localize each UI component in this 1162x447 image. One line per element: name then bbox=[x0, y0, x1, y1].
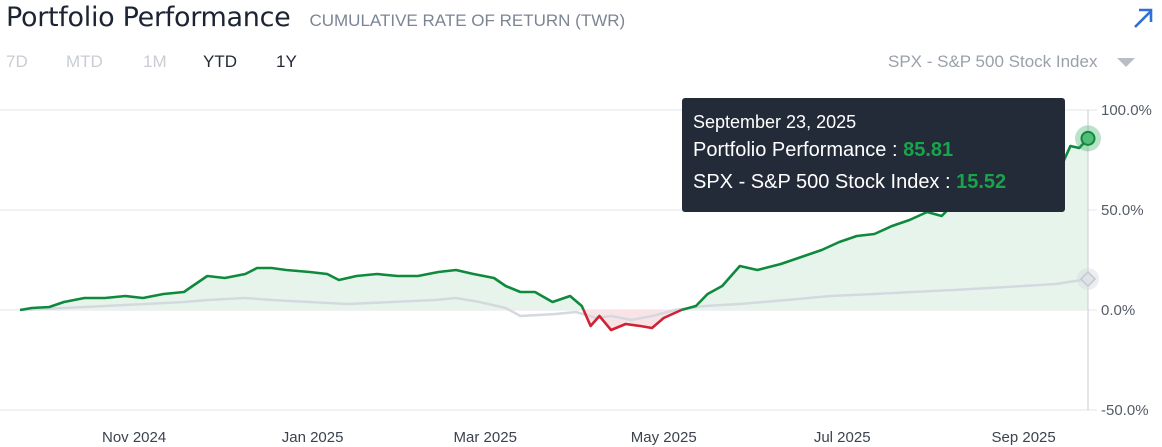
range-mtd-button[interactable]: MTD bbox=[66, 52, 103, 71]
chart-subtitle: CUMULATIVE RATE OF RETURN (TWR) bbox=[309, 11, 626, 30]
y-tick-label: 50.0% bbox=[1101, 202, 1144, 219]
benchmark-select[interactable]: SPX - S&P 500 Stock Index bbox=[888, 52, 1136, 72]
x-tick-label: Nov 2024 bbox=[102, 429, 166, 446]
y-tick-label: 0.0% bbox=[1101, 302, 1135, 319]
benchmark-marker bbox=[1079, 270, 1097, 288]
tooltip-date: September 23, 2025 bbox=[693, 112, 857, 132]
x-tick-label: Jul 2025 bbox=[814, 429, 871, 446]
benchmark-line bbox=[19, 277, 1089, 322]
caret-down-icon bbox=[1117, 57, 1136, 67]
range-selector: 7D MTD 1M YTD 1Y bbox=[6, 52, 316, 72]
tooltip-portfolio-label: Portfolio Performance : bbox=[693, 139, 898, 161]
range-7d-button[interactable]: 7D bbox=[6, 52, 28, 71]
y-tick-label: 100.0% bbox=[1101, 102, 1152, 119]
x-tick-label: Mar 2025 bbox=[454, 429, 517, 446]
x-tick-label: Jan 2025 bbox=[282, 429, 344, 446]
portfolio-area-fill bbox=[681, 138, 1088, 310]
range-1y-button[interactable]: 1Y bbox=[276, 52, 297, 71]
portfolio-line bbox=[582, 308, 682, 332]
portfolio-area-fill bbox=[20, 268, 584, 310]
tooltip-benchmark-row: SPX - S&P 500 Stock Index : 15.52 bbox=[693, 166, 1065, 198]
benchmark-select-label: SPX - S&P 500 Stock Index bbox=[888, 52, 1098, 71]
tooltip-benchmark-value: 15.52 bbox=[956, 171, 1007, 193]
chart-tooltip: September 23, 2025 Portfolio Performance… bbox=[682, 98, 1065, 212]
tooltip-portfolio-value: 85.81 bbox=[903, 139, 954, 161]
range-ytd-button[interactable]: YTD bbox=[203, 52, 237, 71]
x-tick-label: May 2025 bbox=[631, 429, 697, 446]
portfolio-line bbox=[19, 266, 585, 312]
tooltip-benchmark-label: SPX - S&P 500 Stock Index : bbox=[693, 171, 951, 193]
chart-title: Portfolio Performance bbox=[6, 2, 291, 33]
y-tick-label: -50.0% bbox=[1101, 402, 1149, 419]
portfolio-marker bbox=[1080, 130, 1096, 146]
range-1m-button[interactable]: 1M bbox=[143, 52, 167, 71]
arrow-up-right-icon[interactable] bbox=[1129, 4, 1157, 32]
x-tick-label: Sep 2025 bbox=[992, 429, 1056, 446]
chart-header: Portfolio Performance CUMULATIVE RATE OF… bbox=[6, 0, 625, 36]
tooltip-portfolio-row: Portfolio Performance : 85.81 bbox=[693, 134, 1065, 166]
